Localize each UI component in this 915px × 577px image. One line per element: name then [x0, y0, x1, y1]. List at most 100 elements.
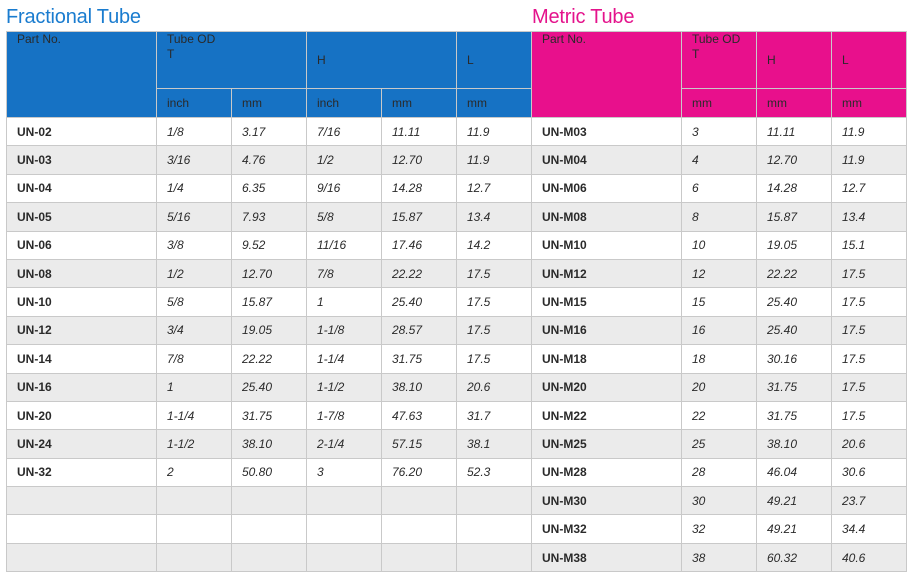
h-in-cell: [306, 514, 382, 544]
t-mm-cell: [231, 514, 307, 544]
metric-tube-od-label: Tube OD: [692, 32, 741, 47]
part-number-cell: UN-M03: [531, 116, 682, 147]
part-number-cell: UN-M38: [531, 542, 682, 573]
h-in-cell: 1: [306, 287, 382, 317]
t-cell: 25: [681, 429, 757, 459]
h-cell: 25.40: [756, 315, 832, 346]
t-mm-cell: 15.87: [231, 287, 307, 317]
h-in-cell: 7/16: [306, 116, 382, 147]
h-mm-cell: [381, 514, 457, 544]
h-cell: 31.75: [756, 372, 832, 402]
l-cell: 14.2: [456, 230, 532, 260]
metric-table-row: UN-M10 10 19.05 15.1: [531, 230, 907, 260]
part-number-cell: UN-03: [6, 145, 157, 175]
t-in-cell: 1: [156, 372, 232, 402]
fractional-table-row: UN-12 3/4 19.05 1-1/8 28.57 17.5: [6, 315, 532, 346]
metric-table-row: UN-M18 18 30.16 17.5: [531, 344, 907, 374]
fractional-table-row: UN-14 7/8 22.22 1-1/4 31.75 17.5: [6, 344, 532, 374]
part-number-cell: UN-M04: [531, 145, 682, 175]
t-in-cell: 3/8: [156, 230, 232, 260]
l-cell: 13.4: [831, 202, 907, 232]
t-mm-cell: 38.10: [231, 429, 307, 459]
t-mm-cell: 31.75: [231, 400, 307, 431]
h-mm-cell: 15.87: [381, 202, 457, 232]
l-cell: 20.6: [831, 429, 907, 459]
metric-table-row: UN-M28 28 46.04 30.6: [531, 457, 907, 488]
part-number-cell: UN-M32: [531, 514, 682, 544]
t-cell: 16: [681, 315, 757, 346]
t-in-cell: 2: [156, 457, 232, 488]
l-cell: 17.5: [831, 400, 907, 431]
metric-table-row: UN-M08 8 15.87 13.4: [531, 202, 907, 232]
t-mm-cell: 50.80: [231, 457, 307, 488]
t-cell: 32: [681, 514, 757, 544]
l-cell: 11.9: [456, 145, 532, 175]
h-mm-cell: 76.20: [381, 457, 457, 488]
metric-table-row: UN-M38 38 60.32 40.6: [531, 542, 907, 573]
metric-table-row: UN-M22 22 31.75 17.5: [531, 400, 907, 431]
t-cell: 6: [681, 173, 757, 204]
t-mm-cell: 19.05: [231, 315, 307, 346]
fractional-table-row: UN-20 1-1/4 31.75 1-7/8 47.63 31.7: [6, 400, 532, 431]
h-cell: 11.11: [756, 116, 832, 147]
t-mm-cell: 22.22: [231, 344, 307, 374]
t-in-cell: [156, 514, 232, 544]
t-in-cell: 1/4: [156, 173, 232, 204]
t-cell: 30: [681, 486, 757, 516]
part-number-cell: UN-M18: [531, 344, 682, 374]
part-number-cell: UN-10: [6, 287, 157, 317]
l-cell: 13.4: [456, 202, 532, 232]
h-cell: 31.75: [756, 400, 832, 431]
t-in-cell: 1/2: [156, 258, 232, 289]
part-number-cell: UN-12: [6, 315, 157, 346]
part-number-cell: [6, 514, 157, 544]
h-cell: 49.21: [756, 486, 832, 516]
part-number-cell: UN-06: [6, 230, 157, 260]
h-in-cell: 1-1/8: [306, 315, 382, 346]
t-in-cell: 1/8: [156, 116, 232, 147]
t-cell: 3: [681, 116, 757, 147]
l-cell: 17.5: [456, 287, 532, 317]
l-cell: 17.5: [831, 258, 907, 289]
l-cell: 17.5: [456, 258, 532, 289]
fractional-table-row: UN-24 1-1/2 38.10 2-1/4 57.15 38.1: [6, 429, 532, 459]
l-cell: 17.5: [831, 344, 907, 374]
part-number-cell: UN-08: [6, 258, 157, 289]
h-in-cell: [306, 486, 382, 516]
metric-table-row: UN-M12 12 22.22 17.5: [531, 258, 907, 289]
part-number-cell: UN-16: [6, 372, 157, 402]
h-in-cell: 1-7/8: [306, 400, 382, 431]
part-number-cell: UN-M15: [531, 287, 682, 317]
metric-table-row: UN-M25 25 38.10 20.6: [531, 429, 907, 459]
h-cell: 14.28: [756, 173, 832, 204]
t-mm-cell: 12.70: [231, 258, 307, 289]
part-number-cell: UN-M12: [531, 258, 682, 289]
metric-part-no-header: Part No.: [531, 31, 682, 118]
h-mm-cell: 14.28: [381, 173, 457, 204]
l-cell: 12.7: [456, 173, 532, 204]
part-number-cell: UN-M20: [531, 372, 682, 402]
fractional-table-row: UN-10 5/8 15.87 1 25.40 17.5: [6, 287, 532, 317]
l-cell: 52.3: [456, 457, 532, 488]
l-cell: 23.7: [831, 486, 907, 516]
h-in-cell: 1-1/2: [306, 372, 382, 402]
tube-od-header: Tube OD T: [156, 31, 307, 89]
t-mm-cell: 4.76: [231, 145, 307, 175]
part-number-cell: UN-M06: [531, 173, 682, 204]
metric-tube-od-symbol: T: [692, 47, 700, 61]
metric-h-mm-unit: mm: [756, 88, 832, 118]
fractional-table-row: [6, 486, 532, 516]
tube-od-symbol: T: [167, 47, 175, 61]
t-cell: 8: [681, 202, 757, 232]
t-in-cell: [156, 542, 232, 573]
t-in-cell: 7/8: [156, 344, 232, 374]
metric-table-row: UN-M04 4 12.70 11.9: [531, 145, 907, 175]
h-in-cell: 11/16: [306, 230, 382, 260]
fractional-table-row: UN-32 2 50.80 3 76.20 52.3: [6, 457, 532, 488]
fractional-table-row: UN-02 1/8 3.17 7/16 11.11 11.9: [6, 116, 532, 147]
h-mm-cell: 25.40: [381, 287, 457, 317]
l-cell: 38.1: [456, 429, 532, 459]
t-cell: 15: [681, 287, 757, 317]
fractional-table-row: [6, 514, 532, 544]
metric-table-row: UN-M15 15 25.40 17.5: [531, 287, 907, 317]
